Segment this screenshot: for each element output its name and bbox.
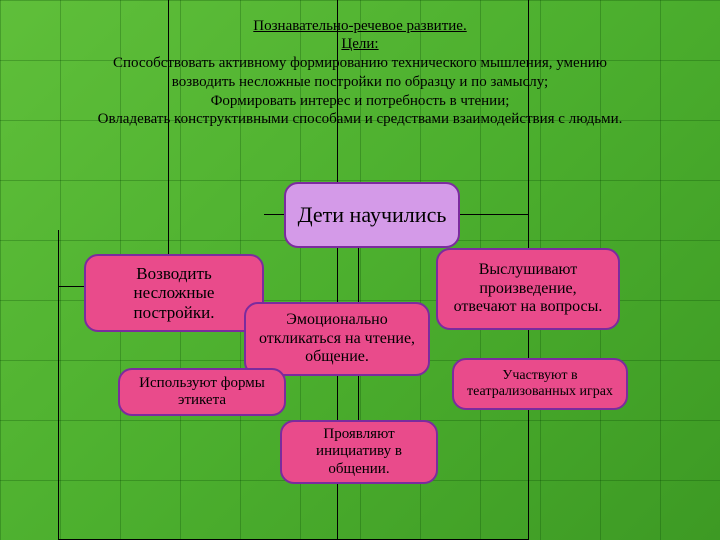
node-build: Возводить несложные постройки. xyxy=(84,254,264,332)
node-emotion: Эмоционально откликаться на чтение, обще… xyxy=(244,302,430,376)
page-subtitle: Цели: xyxy=(0,36,720,53)
connector xyxy=(58,230,59,540)
node-theater: Участвуют в театрализованных играх xyxy=(452,358,628,410)
node-etiquette: Используют формы этикета xyxy=(118,368,286,416)
connector xyxy=(58,286,84,287)
node-initiative: Проявляют инициативу в общении. xyxy=(280,420,438,484)
page-title: Познавательно-речевое развитие. xyxy=(0,18,720,35)
connector xyxy=(264,214,284,215)
goals-block: Способствовать активному формированию те… xyxy=(0,54,720,129)
central-node: Дети научились xyxy=(284,182,460,248)
connector xyxy=(460,214,528,215)
node-listen: Выслушивают произведение, отвечают на во… xyxy=(436,248,620,330)
